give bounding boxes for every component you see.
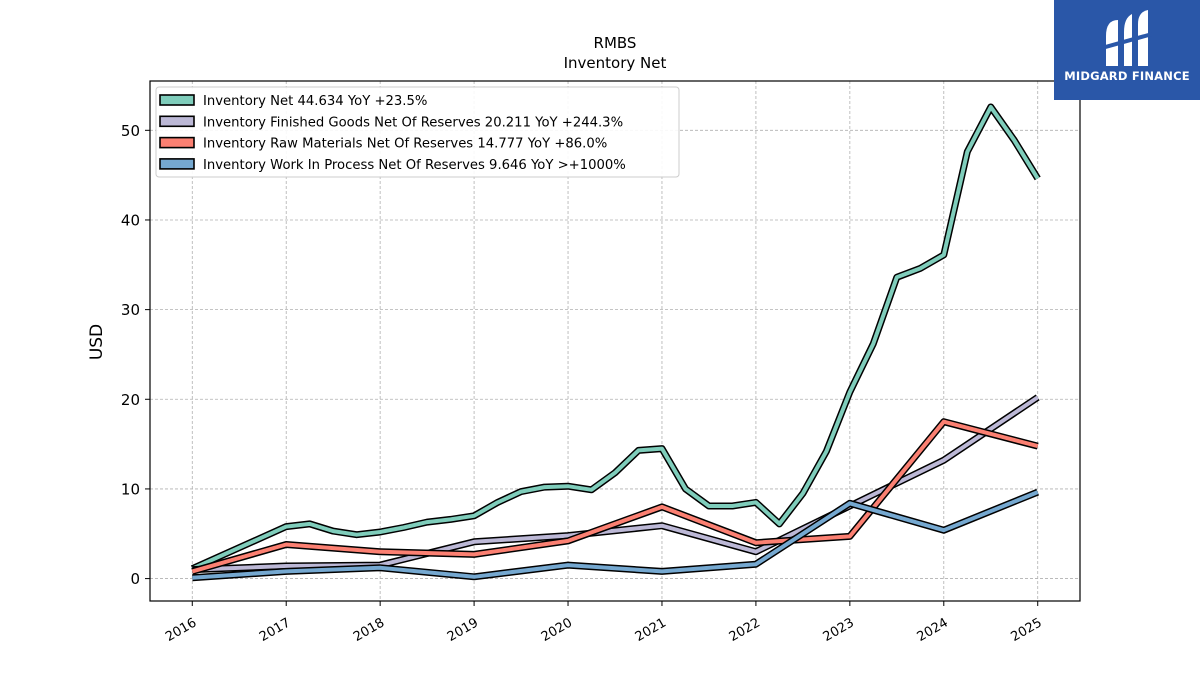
legend-swatch	[159, 94, 195, 106]
y-axis: 0 10 20 30 40 50	[121, 122, 150, 588]
y-tick-label: 40	[121, 211, 140, 229]
legend-swatch	[159, 115, 195, 128]
legend-label: Inventory Net 44.634 YoY +23.5%	[203, 94, 427, 109]
y-axis-label: USD	[87, 324, 107, 360]
legend-box	[155, 86, 680, 178]
series-line-0	[191, 105, 1040, 571]
series-line-3	[192, 490, 1039, 580]
y-tick-label: 0	[130, 570, 140, 588]
series-layer	[190, 103, 1041, 582]
x-tick-label: 2020	[539, 615, 575, 645]
x-tick-label: 2016	[163, 615, 199, 645]
x-tick-label: 2021	[633, 615, 669, 645]
legend-swatch	[159, 158, 195, 170]
x-tick-label: 2024	[915, 615, 951, 645]
x-tick-label: 2022	[727, 615, 763, 645]
y-tick-label: 30	[121, 301, 140, 319]
y-tick-label: 50	[121, 122, 140, 140]
legend: Inventory Net 44.634 YoY +23.5% Inventory…	[155, 86, 680, 178]
legend-label: Inventory Work In Process Net Of Reserve…	[203, 158, 626, 173]
y-tick-label: 20	[121, 391, 140, 409]
chart-subtitle: Inventory Net	[564, 54, 667, 72]
midgard-logo-icon	[1102, 10, 1152, 66]
x-tick-label: 2023	[821, 615, 857, 645]
y-tick-label: 10	[121, 480, 140, 498]
legend-label: Inventory Finished Goods Net Of Reserves…	[203, 115, 623, 130]
x-tick-label: 2019	[445, 615, 481, 645]
brand-logo: MIDGARD FINANCE	[1054, 0, 1200, 100]
legend-swatch	[159, 136, 195, 149]
x-axis: 2016 2017 2018 2019 2020 2021 2022 2023 2024 2025	[163, 601, 1045, 645]
plot-frame	[149, 80, 1081, 602]
x-tick-label: 2018	[351, 615, 387, 645]
legend-label: Inventory Raw Materials Net Of Reserves …	[203, 137, 607, 152]
chart-title: RMBS	[594, 34, 637, 52]
x-tick-label: 2025	[1009, 615, 1045, 645]
x-tick-label: 2017	[257, 615, 293, 645]
series-line-2	[191, 419, 1039, 574]
brand-name: MIDGARD FINANCE	[1064, 69, 1190, 83]
